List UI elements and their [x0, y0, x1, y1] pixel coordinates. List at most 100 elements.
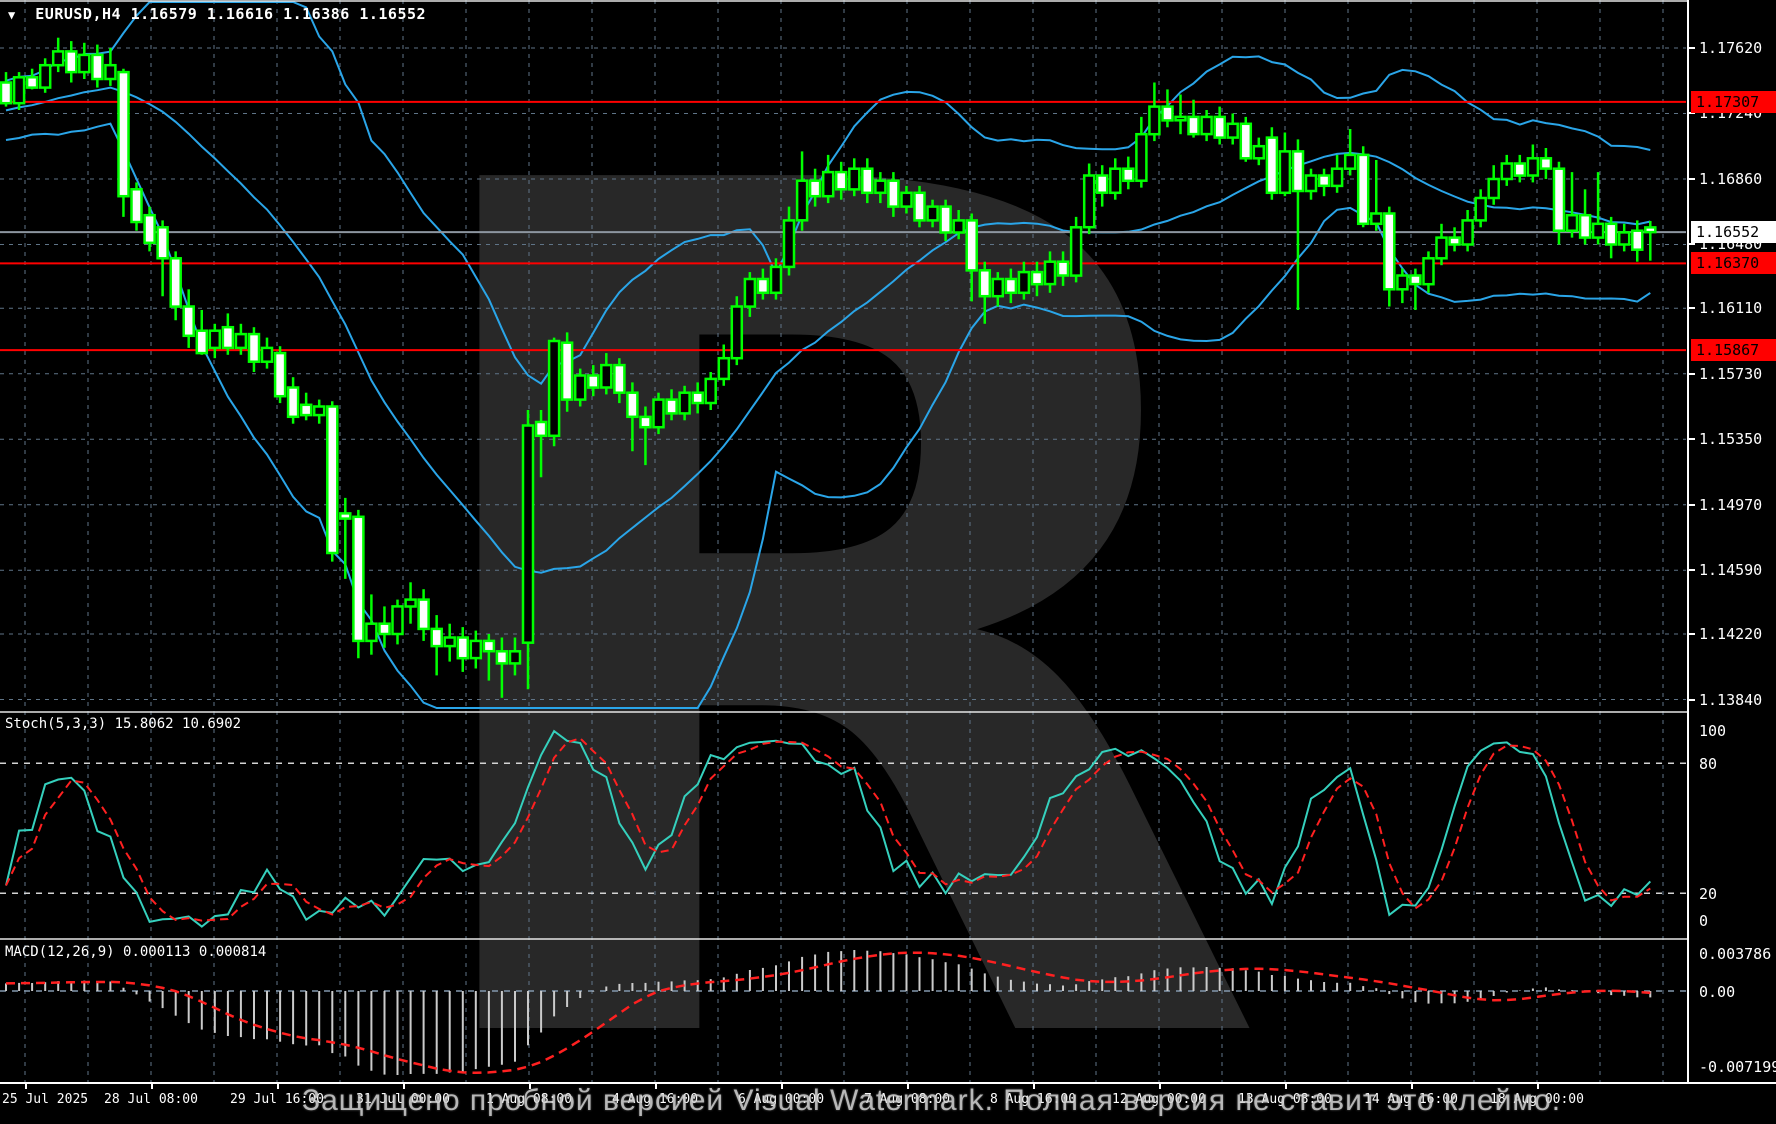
time-axis-tick — [1537, 1084, 1539, 1089]
candle-body-bear — [639, 415, 652, 429]
time-axis-tick — [781, 1084, 783, 1089]
price-tick-label: 1.15730 — [1699, 364, 1763, 383]
candle-body-bear — [665, 398, 678, 415]
candle-body-bull — [717, 356, 731, 381]
time-axis-tick — [1285, 1084, 1287, 1089]
candle-body-bull — [1252, 144, 1266, 160]
price-tick-label: 1.16860 — [1699, 169, 1763, 188]
candle-body-bull — [1069, 226, 1083, 277]
candle-body-bull — [469, 639, 483, 660]
candle-body-bear — [808, 179, 822, 198]
price-axis-tick — [1689, 177, 1695, 180]
candle-body-bear — [1265, 136, 1279, 195]
time-axis-tick — [529, 1084, 531, 1089]
candle-body-bear — [299, 403, 313, 417]
candle-body-bull — [573, 374, 587, 401]
stoch-main-value: 15.8062 — [114, 716, 174, 732]
resistance-price-label[interactable]: 1.17307 — [1691, 91, 1776, 113]
candle-body-bear — [1004, 277, 1018, 295]
time-axis-tick — [907, 1084, 909, 1089]
candle-body-bull — [508, 650, 522, 665]
price-tick-label: 1.17620 — [1699, 39, 1763, 57]
time-axis[interactable]: 25 Jul 2025 28 Jul 08:00 29 Jul 16:00 31 Ju… — [0, 1082, 1776, 1124]
stoch-level-label: 100 — [1699, 722, 1727, 740]
candle-body-bear — [286, 386, 300, 419]
candle-body-bear — [939, 205, 952, 234]
candle-body-bull — [1135, 132, 1148, 182]
candle-body-bull — [900, 191, 913, 208]
candle-body-bull — [1278, 150, 1292, 195]
candle-body-bull — [260, 346, 274, 363]
time-tick-label: 29 Jul 16:00 — [230, 1092, 324, 1107]
stoch-signal-value: 10.6902 — [182, 716, 242, 732]
candle-body-bear — [1644, 226, 1657, 234]
candle-body-bull — [1343, 153, 1357, 170]
time-axis-tick — [151, 1084, 153, 1089]
candle-body-bear — [1187, 115, 1200, 136]
candle-body-bear — [1213, 115, 1226, 139]
candle-body-bull — [991, 277, 1005, 298]
macd-axis-label: 0.003786 — [1699, 945, 1772, 963]
candle-body-bull — [78, 53, 91, 74]
price-axis[interactable]: 100 80 20 0 0.003786 0.00 -0.007199 1.17… — [1687, 0, 1776, 1082]
candle-body-bull — [730, 305, 744, 360]
time-tick-label: 6 Aug 00:00 — [737, 1092, 825, 1107]
candle-body-bear — [247, 332, 261, 363]
candle-body-bear — [887, 179, 900, 208]
macd-axis-label: -0.007199 — [1699, 1058, 1776, 1076]
support-price-label[interactable]: 1.15867 — [1691, 339, 1776, 361]
price-axis-tick — [1689, 372, 1695, 375]
grid-lines — [0, 0, 1686, 1082]
candle-body-bear — [1448, 236, 1461, 246]
price-tick-label: 1.15350 — [1699, 430, 1763, 449]
candle-body-bear — [587, 374, 600, 389]
time-axis-tick — [277, 1084, 279, 1089]
time-tick-label: 1 Aug 08:00 — [485, 1092, 573, 1107]
candle-body-bear — [1095, 174, 1109, 194]
candle-body-bear — [965, 219, 978, 272]
candle-body-bull — [312, 405, 326, 417]
stochastic-layer — [0, 729, 1686, 928]
candle-body-bull — [1461, 219, 1474, 246]
candle-body-bear — [182, 305, 195, 338]
price-axis-tick — [1689, 503, 1695, 506]
candle-body-bear — [1383, 212, 1396, 291]
candle-body-bull — [12, 76, 26, 105]
time-axis-tick — [25, 1084, 27, 1089]
candle-body-bear — [1409, 274, 1422, 286]
candle-body-bear — [456, 636, 470, 660]
candle-body-bear — [169, 257, 182, 308]
macd-signal-value: 0.000814 — [198, 944, 267, 960]
candle-body-bear — [0, 81, 13, 105]
chart-title-symbol: EURUSD,H4 — [35, 5, 122, 23]
candle-body-bear — [1539, 157, 1553, 170]
candle-body-bull — [743, 277, 757, 308]
chart-title-bar: ▼ EURUSD,H4 1.16579 1.16616 1.16386 1.16… — [8, 5, 426, 23]
candle-body-bull — [1474, 196, 1487, 222]
candle-body-bull — [521, 424, 535, 644]
chart-plot-area[interactable]: R — [0, 0, 1687, 1082]
candle-body-bull — [1435, 236, 1448, 260]
candle-body-bear — [1356, 153, 1370, 226]
candle-body-bear — [326, 405, 339, 555]
candle-body-bull — [704, 377, 717, 405]
price-axis-tick — [1689, 307, 1695, 310]
candle-body-bull — [678, 391, 691, 415]
support-price-label[interactable]: 1.16370 — [1691, 252, 1776, 274]
candle-body-bear — [25, 76, 39, 89]
candle-body-bull — [795, 179, 809, 222]
candle-body-bear — [221, 325, 235, 350]
price-tick-label: 1.14590 — [1699, 561, 1763, 580]
price-axis-tick — [1689, 438, 1695, 441]
macd-indicator-label: MACD(12,26,9) 0.000113 0.000814 — [5, 944, 266, 960]
time-axis-tick — [655, 1084, 657, 1089]
candle-body-bear — [1578, 213, 1592, 239]
candle-body-bear — [65, 50, 78, 74]
stoch-level-label: 80 — [1699, 755, 1718, 773]
candle-body-bear — [1317, 174, 1331, 188]
stoch-name: Stoch(5,3,3) — [5, 716, 107, 732]
price-axis-tick — [1689, 698, 1695, 701]
panel-separators — [0, 0, 1687, 940]
time-axis-tick — [1411, 1084, 1413, 1089]
